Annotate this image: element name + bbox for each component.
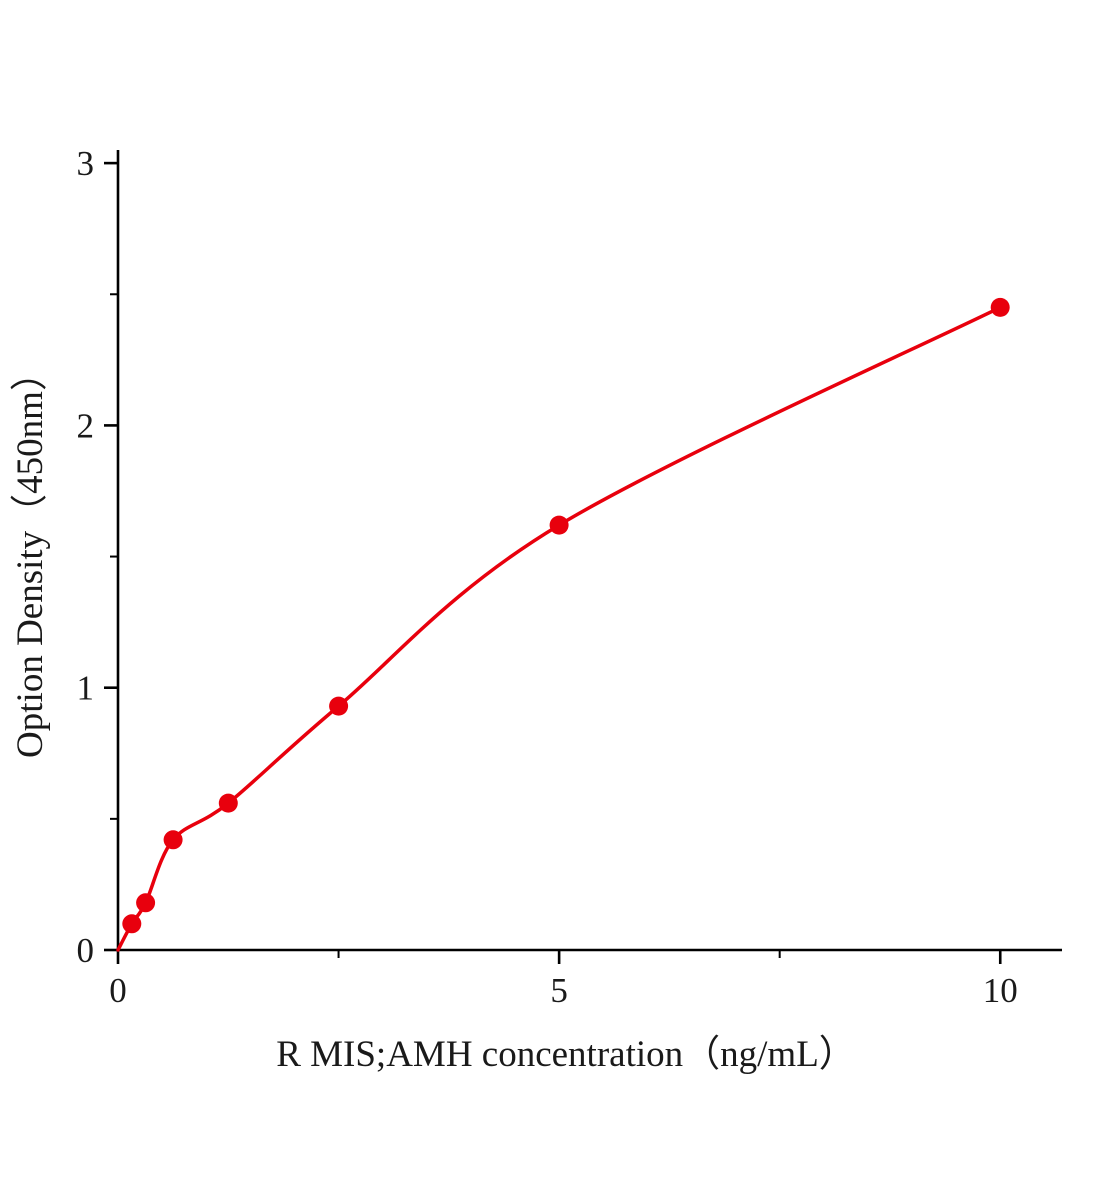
data-point bbox=[218, 793, 238, 813]
x-axis-label: R MIS;AMH concentration（ng/mL） bbox=[276, 1034, 856, 1075]
x-tick-label: 5 bbox=[550, 971, 568, 1010]
y-axis-label: Option Density（450nm） bbox=[10, 354, 51, 758]
y-tick-label: 2 bbox=[77, 406, 95, 445]
fit-curve bbox=[116, 305, 1002, 952]
y-tick-label: 0 bbox=[77, 931, 95, 970]
data-point bbox=[163, 830, 183, 850]
data-point bbox=[136, 893, 156, 913]
x-tick-label: 0 bbox=[109, 971, 127, 1010]
data-point bbox=[549, 515, 569, 535]
data-point bbox=[329, 696, 349, 716]
y-tick-label: 3 bbox=[77, 144, 95, 183]
data-point bbox=[122, 914, 142, 934]
y-tick-label: 1 bbox=[77, 669, 95, 708]
x-tick-label: 10 bbox=[983, 971, 1018, 1010]
plot-area: 0 5 10 0 1 2 3 bbox=[77, 144, 1062, 1010]
data-point bbox=[990, 297, 1010, 317]
